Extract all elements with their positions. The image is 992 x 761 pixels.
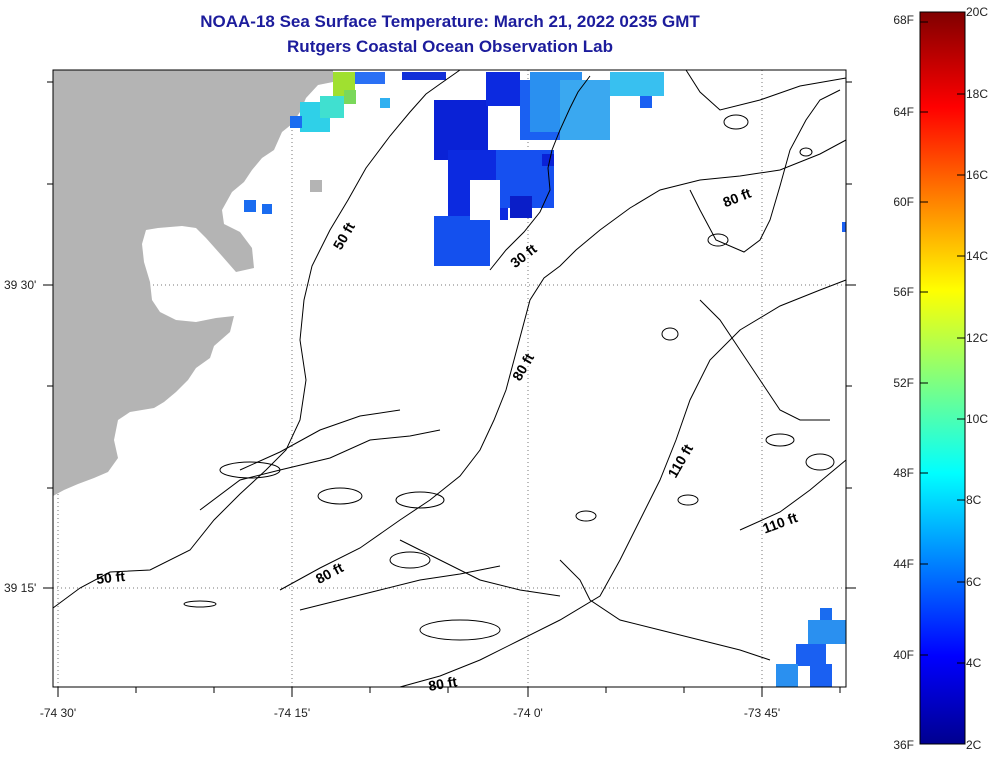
contour-label-80ft-south: 80 ft (427, 673, 458, 694)
colorbar-f-48: 48F (893, 466, 914, 480)
colorbar-f-68: 68F (893, 13, 914, 27)
contour-label-50ft-south: 50 ft (95, 568, 126, 587)
lon-label-1: -74 30' (40, 706, 76, 720)
land-mass (53, 70, 333, 496)
lon-label-4: -73 45' (744, 706, 780, 720)
axis-ticks (43, 81, 856, 697)
bathymetry-contours (52, 69, 847, 688)
colorbar-c-4: 4C (966, 656, 982, 670)
colorbar-c-14: 14C (966, 249, 988, 263)
colorbar-f-56: 56F (893, 285, 914, 299)
colorbar (919, 11, 966, 745)
colorbar-c-2: 2C (966, 738, 982, 752)
colorbar-c-6: 6C (966, 575, 982, 589)
title-line-1: NOAA-18 Sea Surface Temperature: March 2… (200, 12, 700, 31)
colorbar-c-10: 10C (966, 412, 988, 426)
lon-label-3: -74 0' (513, 706, 543, 720)
colorbar-f-44: 44F (893, 557, 914, 571)
colorbar-f-36: 36F (893, 738, 914, 752)
title-line-2: Rutgers Coastal Ocean Observation Lab (287, 37, 613, 56)
colorbar-f-52: 52F (893, 376, 914, 390)
colorbar-f-40: 40F (893, 648, 914, 662)
lat-label-2: 39 15' (4, 581, 36, 595)
colorbar-f-64: 64F (893, 105, 914, 119)
colorbar-f-60: 60F (893, 195, 914, 209)
sst-pixels (244, 72, 846, 687)
colorbar-c-12: 12C (966, 331, 988, 345)
map-frame (52, 69, 847, 688)
lat-label-1: 39 30' (4, 278, 36, 292)
colorbar-c-8: 8C (966, 493, 982, 507)
colorbar-c-18: 18C (966, 87, 988, 101)
lon-label-2: -74 15' (274, 706, 310, 720)
colorbar-c-16: 16C (966, 168, 988, 182)
colorbar-ticks (920, 21, 965, 664)
colorbar-c-20: 20C (966, 5, 988, 19)
